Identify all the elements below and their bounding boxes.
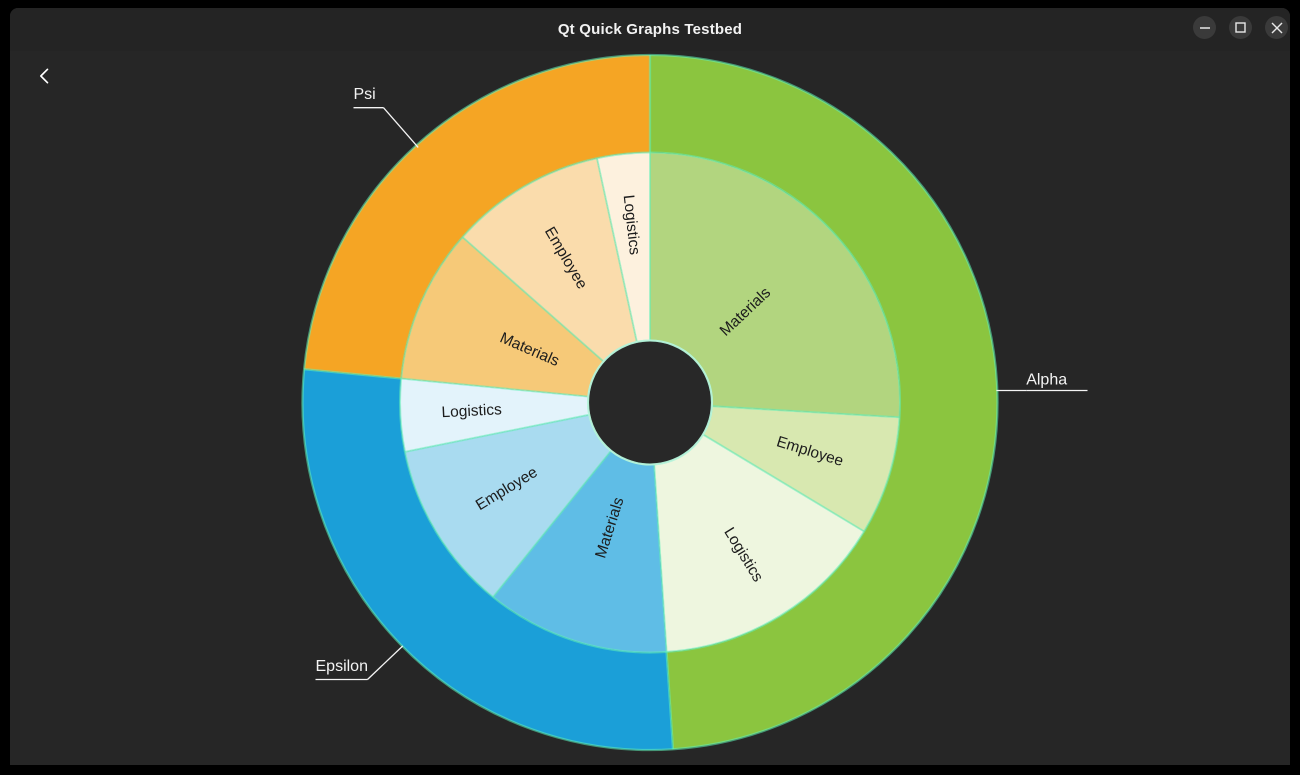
svg-text:Epsilon: Epsilon <box>316 658 368 675</box>
svg-text:Psi: Psi <box>354 86 376 103</box>
svg-text:Alpha: Alpha <box>1026 372 1067 389</box>
svg-text:Logistics: Logistics <box>441 401 502 421</box>
